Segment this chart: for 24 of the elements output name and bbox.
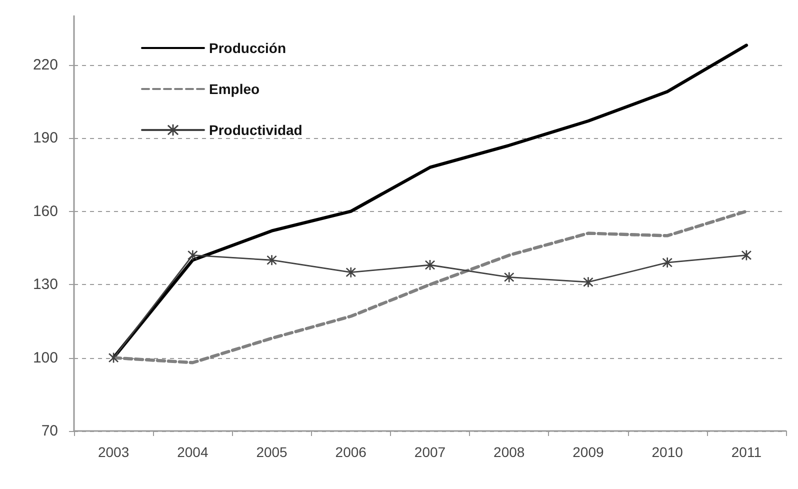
point (583, 277, 594, 288)
x-tick-label: 2006 (335, 444, 367, 460)
legend-label: Productividad (209, 122, 302, 138)
y-tick-label: 130 (32, 276, 58, 294)
x-tick-label: 2011 (731, 444, 762, 460)
y-tick-label: 160 (32, 202, 58, 220)
y-tick-label: 190 (32, 130, 58, 147)
x-tick-label: 2007 (414, 444, 446, 460)
x-tick-label: 2009 (572, 444, 604, 460)
point (346, 267, 356, 278)
point (188, 250, 198, 260)
y-tick-label: 70 (41, 422, 58, 440)
y-tick-label: 100 (32, 349, 58, 366)
point (662, 258, 672, 268)
legend-label: Empleo (209, 81, 260, 97)
x-tick-label: 2008 (494, 444, 525, 460)
y-tick-label: 220 (32, 56, 58, 74)
x-tick-label: 2010 (652, 444, 684, 460)
x-tick-label: 2003 (98, 444, 130, 460)
point (504, 272, 514, 282)
x-tick-label: 2005 (256, 444, 288, 460)
point (266, 255, 277, 266)
x-tick-label: 2004 (177, 444, 208, 460)
legend-label: Producción (209, 40, 286, 56)
